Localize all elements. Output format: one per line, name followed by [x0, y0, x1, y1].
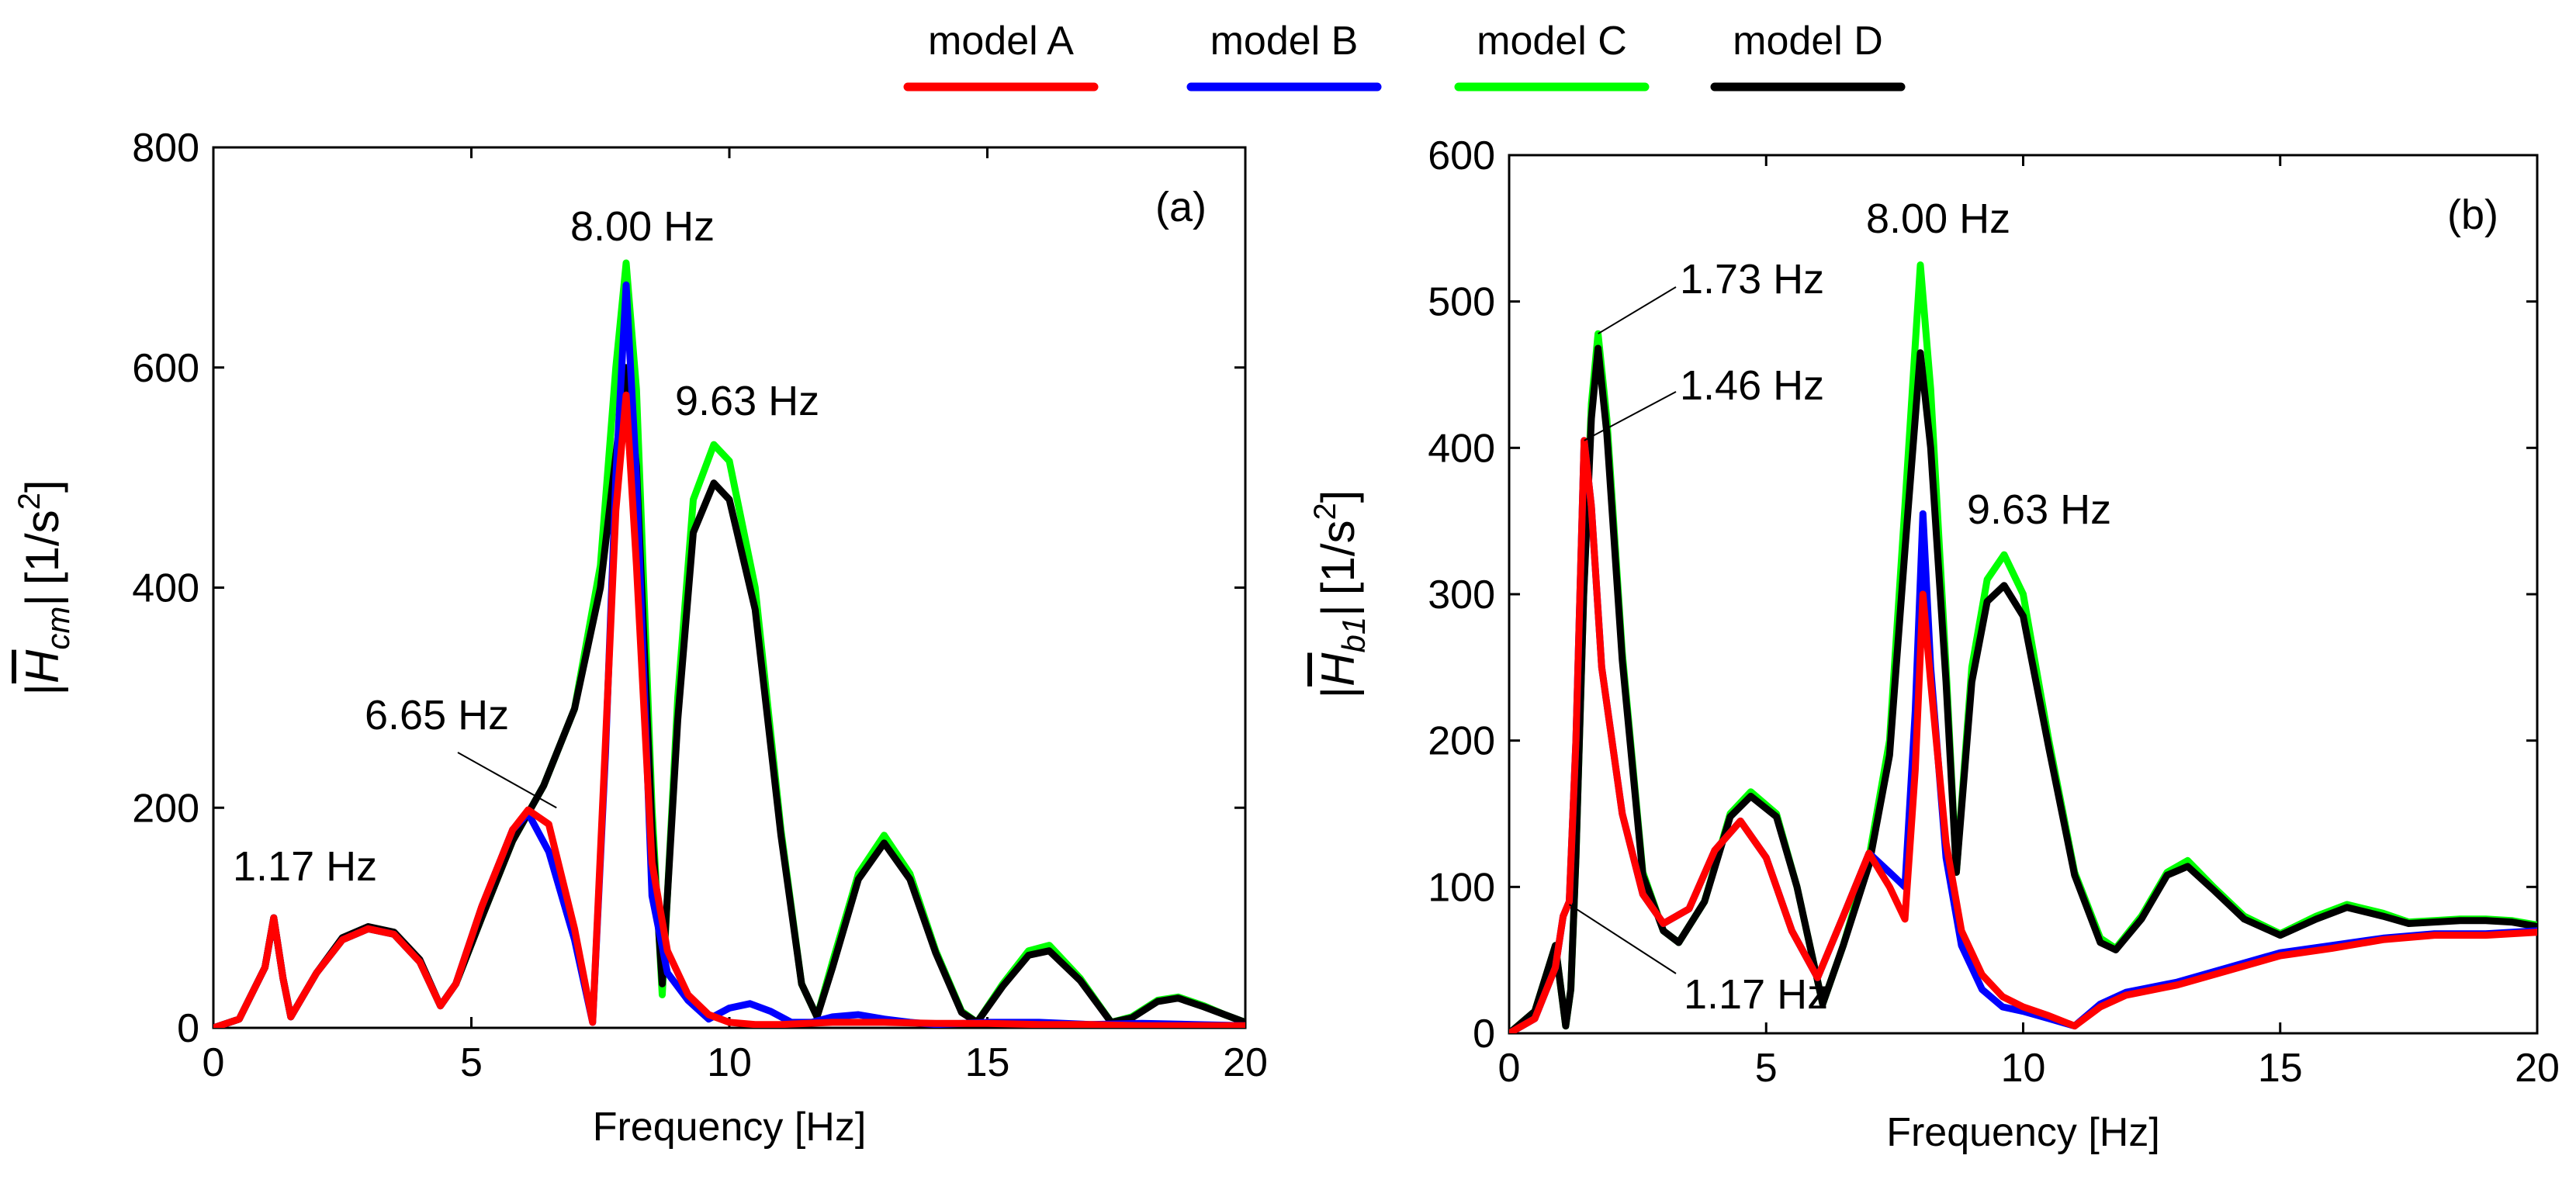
panel-label: (a): [1155, 184, 1207, 230]
y-tick-label: 600: [132, 346, 199, 391]
x-tick-label: 15: [2258, 1046, 2303, 1091]
annotation-label: 1.73 Hz: [1680, 256, 1824, 303]
x-tick-label: 20: [2515, 1046, 2560, 1091]
y-label-unit-power: 2: [12, 493, 47, 510]
x-tick-label: 20: [1223, 1040, 1268, 1085]
annotation-leader: [1598, 286, 1677, 335]
x-tick-label: 0: [1498, 1046, 1521, 1091]
y-label-symbol: H: [16, 649, 68, 683]
annotation-leader: [1584, 391, 1677, 441]
x-tick-label: 10: [707, 1040, 752, 1085]
y-tick-label: 400: [1428, 426, 1495, 471]
series-line-model-a: [1509, 437, 2537, 1033]
y-label-bar-left: |: [16, 683, 68, 696]
legend-label: model D: [1733, 19, 1883, 64]
annotation-label: 1.17 Hz: [1684, 971, 1828, 1018]
y-tick-label: 200: [132, 786, 199, 831]
y-tick-label: 800: [132, 126, 199, 171]
y-axis-label: |Hcm|[1/s2]: [12, 479, 76, 695]
annotation-label: 9.63 Hz: [1967, 486, 2111, 533]
y-tick-label: 600: [1428, 133, 1495, 178]
annotation-leader: [1568, 904, 1677, 974]
legend-label: model C: [1477, 19, 1627, 64]
x-tick-label: 5: [460, 1040, 483, 1085]
x-tick-label: 15: [965, 1040, 1010, 1085]
y-label-symbol: H: [1312, 652, 1364, 687]
annotation-label: 1.17 Hz: [233, 843, 377, 890]
x-axis-label: Frequency [Hz]: [1886, 1110, 2160, 1155]
y-label-unit: [1/s: [16, 510, 68, 585]
series-line-model-a: [213, 391, 1245, 1028]
y-tick-label: 0: [177, 1006, 199, 1051]
y-label-unit-close: ]: [1312, 490, 1364, 503]
annotation-label: 8.00 Hz: [570, 203, 715, 250]
annotation-leader: [457, 752, 557, 809]
y-tick-label: 200: [1428, 719, 1495, 764]
annotation-label: 6.65 Hz: [365, 692, 509, 739]
annotation-label: 1.46 Hz: [1680, 362, 1824, 409]
x-tick-label: 10: [2001, 1046, 2046, 1091]
annotation-label: 8.00 Hz: [1866, 195, 2010, 242]
x-axis-label: Frequency [Hz]: [593, 1105, 867, 1150]
y-label-subscript: b1: [1335, 617, 1372, 653]
series-line-model-d: [1509, 344, 2537, 1033]
annotation-label: 9.63 Hz: [675, 378, 819, 424]
plot-frame: [212, 146, 1247, 1029]
series-group: [213, 259, 1245, 1028]
y-label-bar-right: |: [16, 594, 68, 607]
y-tick-label: 500: [1428, 280, 1495, 325]
panel-label: (b): [2447, 192, 2498, 238]
y-axis-label: |Hb1|[1/s2]: [1308, 490, 1372, 699]
legend-label: model A: [928, 19, 1074, 64]
y-tick-label: 300: [1428, 572, 1495, 617]
y-tick-label: 0: [1473, 1012, 1495, 1057]
legend-label: model B: [1210, 19, 1359, 64]
legend: model A model B model C model D: [903, 19, 1906, 92]
series-group: [1509, 261, 2537, 1033]
y-label-unit-close: ]: [16, 479, 68, 493]
y-label-bar-right: |: [1312, 604, 1364, 617]
y-label-bar-left: |: [1312, 687, 1364, 699]
y-label-unit: [1/s: [1312, 520, 1364, 595]
x-tick-label: 0: [203, 1040, 225, 1085]
y-tick-label: 400: [132, 566, 199, 611]
y-tick-label: 100: [1428, 865, 1495, 910]
y-label-unit-power: 2: [1308, 503, 1342, 520]
y-label-subscript: cm: [40, 607, 76, 650]
x-tick-label: 5: [1755, 1046, 1778, 1091]
